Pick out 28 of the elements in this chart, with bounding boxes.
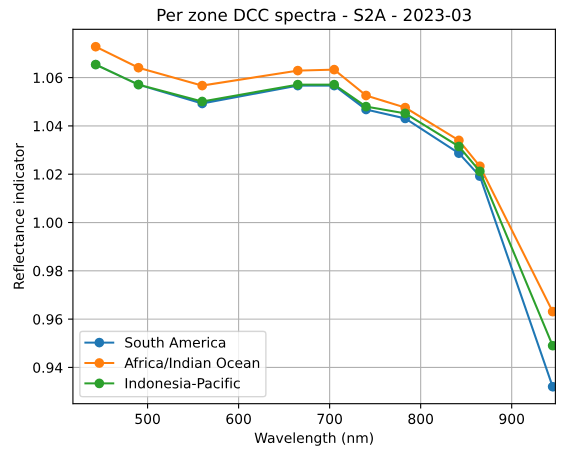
point <box>454 142 464 152</box>
point <box>292 66 303 76</box>
x-tick-label: 900 <box>499 414 524 424</box>
x-tick-label: 700 <box>318 414 342 424</box>
legend-label: South America <box>125 336 226 348</box>
point <box>361 102 371 112</box>
point <box>90 42 101 52</box>
y-tick-label: 1.02 <box>34 169 62 180</box>
y-tick-label: 1.04 <box>34 120 62 132</box>
point <box>134 62 144 73</box>
y-axis-title: Reflectance indicator <box>13 142 24 289</box>
point <box>361 90 371 100</box>
y-tick-label: 0.96 <box>33 314 62 325</box>
point <box>400 108 410 118</box>
x-tick-label: 600 <box>226 414 251 424</box>
legend-label: Africa/Indian Ocean <box>124 357 260 370</box>
chart-title: Per zone DCC spectra - S2A - 2023-03 <box>158 8 471 24</box>
x-axis-title: Wavelength (nm) <box>254 432 373 446</box>
point <box>474 166 485 176</box>
y-tick-label: 1.00 <box>34 217 62 228</box>
point <box>197 80 208 90</box>
y-tick-label: 0.98 <box>33 266 62 276</box>
y-tick-label: 0.94 <box>33 362 62 373</box>
legend-label: Indonesia-Pacific <box>126 378 240 388</box>
y-tick-label: 1.06 <box>34 72 62 84</box>
x-tick-label: 500 <box>135 414 160 424</box>
x-tick-label: 800 <box>408 414 433 424</box>
point <box>329 64 340 75</box>
